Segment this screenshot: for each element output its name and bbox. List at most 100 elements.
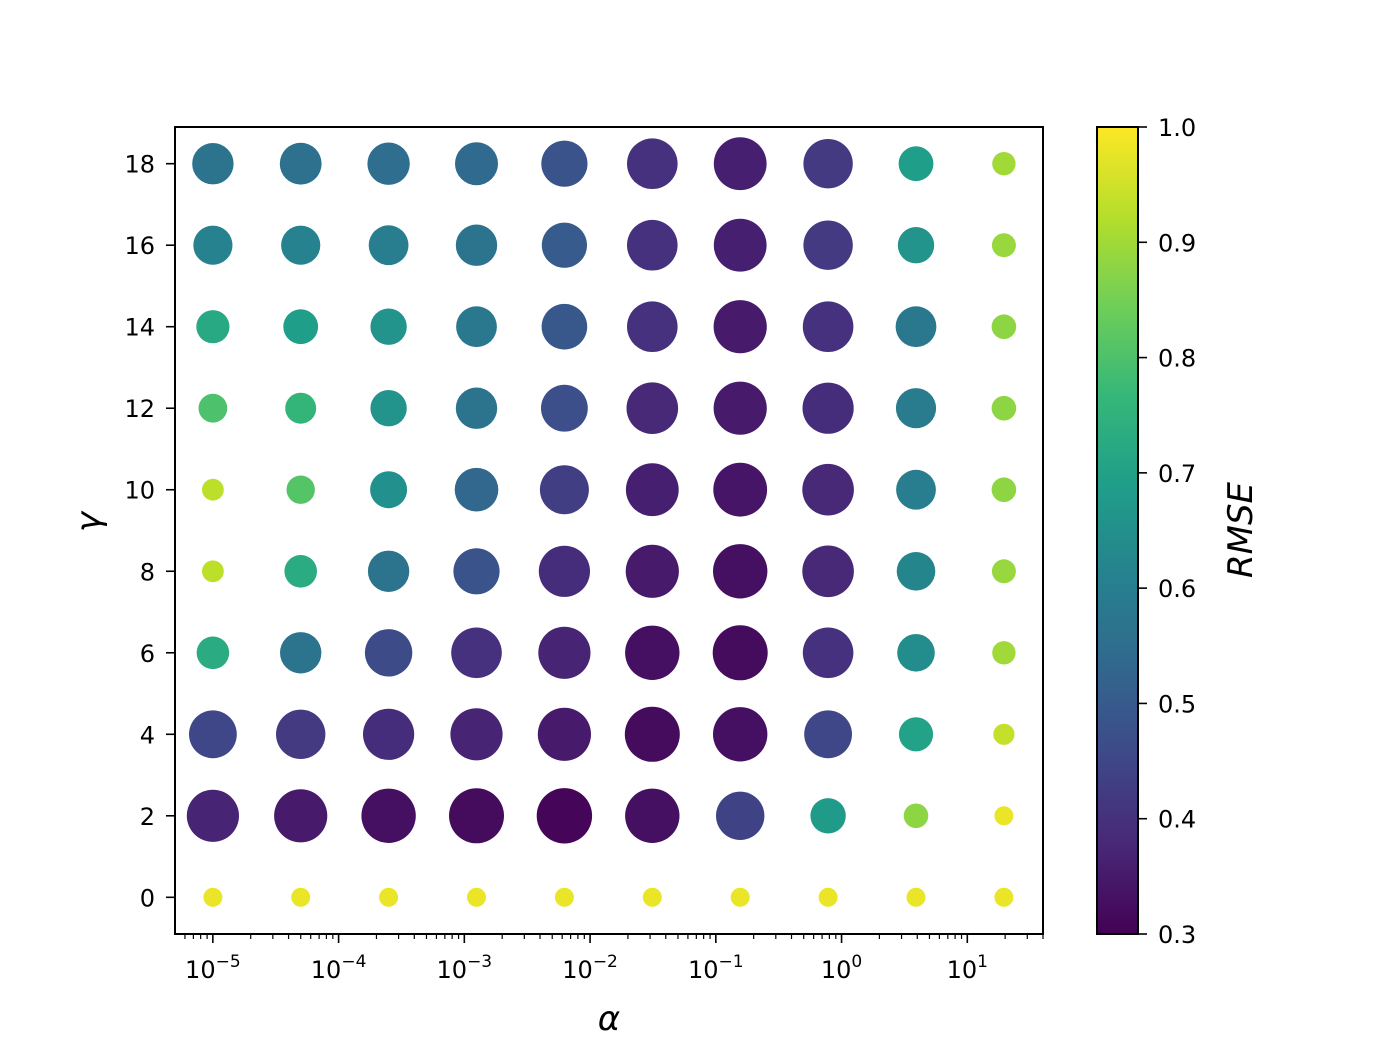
data-point: [991, 314, 1017, 340]
data-point: [539, 465, 589, 515]
data-point: [370, 390, 407, 427]
data-point: [367, 142, 410, 185]
data-point: [896, 469, 936, 510]
y-tick-label: 14: [124, 314, 155, 342]
colorbar-tick-label: 0.5: [1158, 690, 1196, 718]
data-point: [456, 306, 497, 348]
x-axis-label: α: [598, 999, 620, 1039]
colorbar: [1096, 126, 1139, 935]
data-point: [802, 463, 854, 516]
data-point: [802, 382, 854, 434]
y-tick-label: 16: [124, 232, 155, 260]
data-point: [279, 142, 322, 185]
x-tick-label: 10−1: [688, 952, 744, 984]
data-point: [370, 471, 408, 509]
y-tick-label: 0: [140, 884, 155, 912]
data-point: [713, 544, 768, 599]
x-tick-label: 10−4: [311, 952, 367, 984]
data-point: [455, 224, 498, 266]
y-tick-label: 18: [124, 151, 155, 179]
data-point: [903, 803, 929, 829]
data-point: [713, 707, 768, 762]
data-point: [554, 887, 574, 907]
data-point: [276, 709, 326, 759]
data-point: [467, 887, 486, 907]
x-tick-label: 10−5: [185, 952, 241, 984]
data-point: [536, 788, 593, 844]
data-point: [716, 791, 765, 840]
x-tick-label: 10−3: [437, 952, 493, 984]
data-point: [368, 225, 409, 266]
data-point: [897, 634, 935, 672]
data-point: [627, 138, 678, 189]
data-point: [906, 887, 926, 907]
data-point: [280, 632, 322, 674]
data-point: [991, 233, 1016, 258]
data-point: [803, 139, 853, 189]
y-tick-label: 10: [124, 477, 155, 505]
data-point: [896, 552, 936, 591]
data-point: [898, 717, 934, 752]
data-point: [455, 142, 498, 186]
data-point: [189, 710, 237, 759]
data-point: [626, 382, 679, 435]
y-tick-label: 4: [140, 721, 155, 749]
data-point: [281, 225, 321, 265]
data-point: [992, 641, 1016, 665]
data-point: [627, 219, 678, 271]
colorbar-tick-label: 0.8: [1158, 345, 1196, 373]
data-point: [625, 788, 680, 843]
colorbar-tick-label: 0.7: [1158, 460, 1196, 488]
x-tick-label: 101: [947, 952, 988, 984]
data-point: [196, 310, 230, 344]
data-point: [538, 545, 591, 597]
data-point: [454, 467, 499, 512]
data-point: [802, 301, 854, 353]
data-point: [898, 146, 934, 182]
data-point: [537, 707, 592, 761]
data-points: [186, 137, 1017, 907]
data-point: [291, 887, 311, 907]
colorbar-tick-label: 0.6: [1158, 575, 1196, 603]
data-point: [994, 887, 1014, 907]
data-point: [625, 625, 680, 680]
x-axis-ticks: 10−5 10−4 10−3 10−2 10−1 100 101: [185, 934, 988, 984]
data-point: [274, 789, 328, 843]
data-point: [712, 625, 768, 681]
data-point: [803, 220, 853, 270]
data-point: [541, 384, 588, 432]
colorbar-label: RMSE: [1221, 481, 1261, 578]
colorbar-tick-label: 0.3: [1158, 921, 1196, 949]
data-point: [991, 559, 1016, 584]
x-axis-minor-ticks: [184, 934, 1044, 939]
data-point: [991, 477, 1017, 503]
x-tick-label: 10−2: [562, 952, 618, 984]
data-point: [193, 225, 233, 265]
data-point: [285, 392, 317, 424]
data-point: [203, 887, 223, 907]
data-point: [541, 222, 588, 268]
y-tick-label: 8: [140, 558, 155, 586]
data-point: [363, 708, 415, 760]
data-point: [994, 806, 1014, 826]
colorbar-ticks: 0.3 0.4 0.5 0.6 0.7 0.8 0.9 1.0: [1138, 114, 1196, 949]
data-point: [541, 303, 588, 350]
data-point: [713, 462, 768, 517]
data-point: [202, 560, 224, 583]
data-point: [642, 887, 662, 907]
data-point: [992, 152, 1016, 176]
y-tick-label: 6: [140, 640, 155, 668]
data-point: [367, 550, 410, 592]
data-point: [713, 381, 767, 435]
data-point: [625, 463, 679, 517]
data-point: [284, 555, 318, 588]
data-point: [818, 887, 838, 907]
y-axis-ticks: 0 2 4 6 8 10 12 14 16 18: [124, 151, 175, 912]
data-point: [370, 308, 407, 345]
data-point: [198, 393, 228, 423]
data-point: [196, 636, 230, 670]
data-point: [730, 887, 750, 907]
data-point: [379, 887, 399, 907]
data-point: [802, 545, 854, 598]
